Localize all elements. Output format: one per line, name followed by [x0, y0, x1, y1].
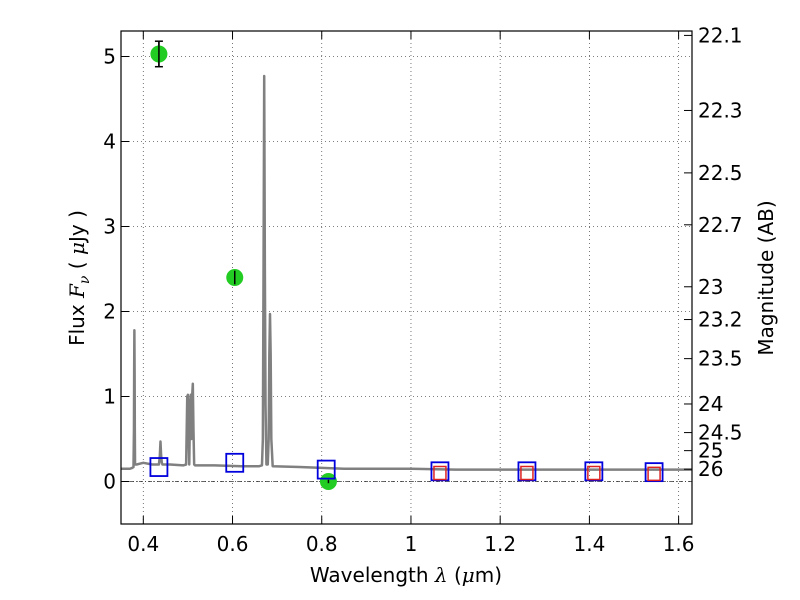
x-tick-label: 1.6: [663, 532, 695, 556]
y-tick-label: 2: [103, 300, 116, 324]
y2-tick-label: 23.5: [698, 347, 743, 371]
y-tick-label: 4: [103, 130, 116, 154]
model-square-red: [647, 466, 661, 482]
y2-tick-label: 23.2: [698, 308, 743, 332]
model-squares-group: [149, 452, 664, 483]
model-square-blue: [517, 461, 537, 482]
tick-labels: 0.4 0.6 0.8 1 1.2 1.4 1.601234522.122.322.522.…: [103, 23, 742, 556]
model-square-blue: [316, 459, 336, 480]
y2-tick-label: 22.3: [698, 98, 743, 122]
y2-tick-label: 22.1: [698, 23, 743, 47]
y-tick-label: 5: [103, 45, 116, 69]
model-square-red: [587, 465, 601, 481]
y2-tick-label: 22.5: [698, 161, 743, 185]
model-square-red: [520, 465, 534, 481]
grid: [121, 31, 692, 524]
y2-tick-label: 23: [698, 275, 723, 299]
model-square-blue: [149, 457, 169, 477]
observed-points-group: [150, 40, 337, 490]
model-square-blue: [584, 461, 604, 482]
x-tick-label: 0.6: [217, 532, 249, 556]
axes-box: [120, 30, 693, 525]
x-tick-label: 0.8: [306, 532, 338, 556]
model-square-blue: [430, 461, 450, 482]
x-tick-label: 1.4: [573, 532, 605, 556]
x-tick-label: 1: [405, 532, 418, 556]
y-tick-label: 0: [103, 470, 116, 494]
sed-curve-group: [121, 74, 692, 471]
x-axis-label: Wavelength λ (μm): [310, 563, 502, 587]
x-tick-label: 0.4: [127, 532, 159, 556]
model-square-red: [433, 465, 447, 481]
y2-tick-label: 24.5: [698, 421, 743, 445]
y2-axis-label: Magnitude (AB): [754, 200, 778, 355]
y2-tick-label: 25: [698, 439, 723, 463]
y2-tick-label: 26: [698, 457, 723, 481]
y2-tick-label: 22.7: [698, 213, 743, 237]
sed-model-line: [121, 74, 692, 471]
ticks: [121, 31, 692, 524]
y-tick-label: 1: [103, 385, 116, 409]
y-axis-label: Flux Fν ( μJy ): [65, 210, 93, 346]
x-tick-label: 1.2: [484, 532, 516, 556]
model-square-blue: [225, 452, 245, 473]
plot-frame: [120, 30, 693, 525]
y-tick-label: 3: [103, 215, 116, 239]
model-square-blue: [644, 462, 664, 483]
y2-tick-label: 24: [698, 392, 723, 416]
